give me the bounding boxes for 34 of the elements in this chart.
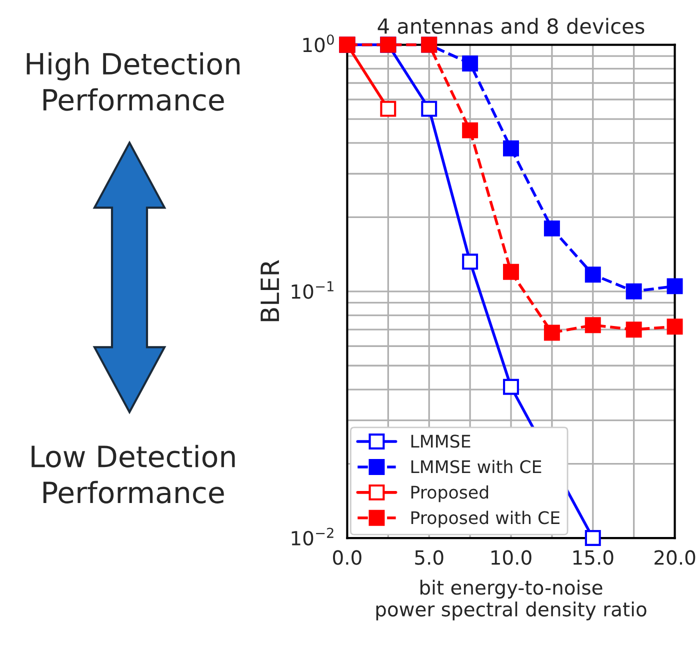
x-tick-label: 15.0 (573, 550, 614, 565)
text: High Detection Performance (26, 52, 240, 111)
y-axis-title: BLER (260, 260, 279, 322)
point (462, 254, 478, 270)
point (544, 324, 560, 341)
y-tick-label: 10$^{−2}$ (292, 528, 334, 546)
legend-label: LMMSE (411, 434, 470, 448)
point (584, 530, 601, 546)
x-tick-label: 20.0 (654, 550, 696, 565)
legend-label: Proposed with CE (411, 510, 560, 528)
point (380, 100, 396, 117)
chart-title: 4 antennas and 8 devices (378, 18, 644, 34)
point (421, 100, 438, 117)
point (462, 55, 478, 72)
point (503, 378, 519, 395)
point (666, 278, 683, 294)
point (666, 318, 683, 335)
text: Low Detection Performance (32, 444, 235, 504)
legend-label: LMMSE with CE (411, 460, 542, 474)
point (544, 220, 560, 236)
point (584, 266, 601, 283)
point (584, 317, 601, 334)
y-tick-label: 10$^{0}$ (303, 34, 334, 52)
x-tick-label: 0.0 (333, 550, 362, 565)
x-tick-label: 5.0 (415, 550, 444, 565)
x-tick-label: 10.0 (491, 550, 532, 565)
y-tick-label: 10$^{−1}$ (292, 281, 334, 299)
legend-label: Proposed (411, 485, 488, 502)
x-axis-title: bit energy-to-noise power spectral density ratio (376, 580, 646, 620)
point (462, 122, 478, 138)
point (626, 283, 642, 300)
point (626, 322, 642, 338)
point (503, 140, 519, 156)
point (503, 264, 519, 280)
